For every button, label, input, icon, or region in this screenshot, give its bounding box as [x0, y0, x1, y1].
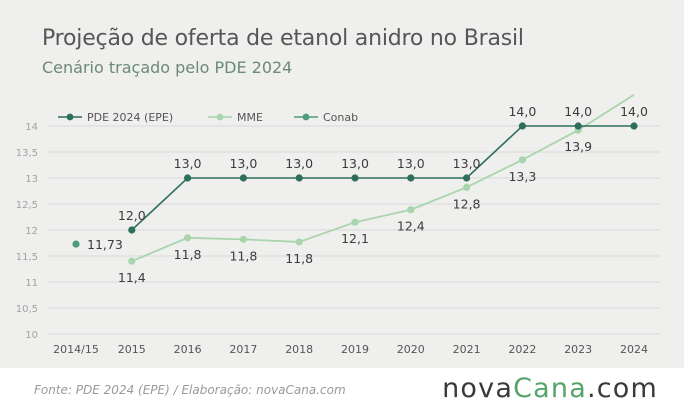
x-tick-label: 2017 [229, 343, 257, 356]
y-tick-label: 13,5 [16, 148, 38, 159]
data-label-mme: 11,8 [285, 251, 313, 266]
y-tick-label: 11,5 [16, 252, 38, 263]
data-label-pde: 14,0 [620, 104, 648, 119]
data-point-pde [574, 122, 582, 130]
data-label-conab: 11,73 [87, 237, 123, 252]
data-label-pde: 14,0 [564, 104, 592, 119]
x-tick-label: 2021 [453, 343, 481, 356]
legend-swatch-marker [302, 113, 310, 121]
data-label-mme: 13,9 [564, 139, 592, 154]
brand-part-nova: nova [442, 373, 514, 404]
data-label-pde: 13,0 [341, 156, 369, 171]
data-label-pde: 14,0 [508, 104, 536, 119]
data-point-mme [351, 218, 359, 226]
y-tick-label: 13 [25, 174, 38, 185]
data-label-pde: 13,0 [229, 156, 257, 171]
data-label-pde: 13,0 [174, 156, 202, 171]
x-tick-label: 2019 [341, 343, 369, 356]
data-point-pde [351, 174, 359, 182]
data-label-pde: 13,0 [453, 156, 481, 171]
brand-part-com: .com [586, 373, 658, 404]
legend-swatch-marker [66, 113, 74, 121]
source-note: Fonte: PDE 2024 (EPE) / Elaboração: nova… [34, 383, 346, 397]
data-label-mme: 11,4 [118, 270, 146, 285]
data-point-pde [239, 174, 247, 182]
y-tick-label: 11 [25, 278, 38, 289]
x-tick-label: 2018 [285, 343, 313, 356]
data-label-pde: 13,0 [397, 156, 425, 171]
data-point-pde [463, 174, 471, 182]
y-tick-label: 12,5 [16, 200, 38, 211]
legend-label: MME [237, 111, 263, 124]
data-label-pde: 12,0 [118, 208, 146, 223]
data-label-mme: 12,1 [341, 231, 369, 246]
data-point-mme [518, 156, 527, 164]
line-chart: 10 10,5 11 11,5 12 12,5 13 13,5 14 2014/15 2015 201… [16, 94, 660, 356]
x-tick-label: 2014/15 [53, 343, 99, 356]
data-label-mme: 11,8 [174, 247, 202, 262]
data-point-pde [184, 174, 192, 182]
data-point-pde [630, 122, 638, 130]
data-label-mme: 13,3 [508, 169, 536, 184]
data-point-mme [295, 238, 303, 246]
data-point-mme [463, 183, 471, 191]
y-tick-label: 10,5 [16, 304, 38, 315]
y-tick-label: 12 [25, 226, 38, 237]
legend-label: PDE 2024 (EPE) [87, 111, 173, 124]
series-line-pde [131, 125, 634, 231]
x-tick-label: 2022 [508, 343, 536, 356]
data-point-mme [407, 206, 415, 214]
data-point-pde [128, 226, 136, 234]
data-label-mme: 12,8 [453, 196, 481, 211]
data-point-conab [72, 240, 80, 248]
legend-swatch-marker [216, 113, 224, 121]
data-label-mme: 12,4 [397, 219, 425, 234]
brand-part-cana: Cana [513, 373, 587, 404]
data-point-mme [128, 257, 136, 265]
brand-logo: novaCana.com [442, 373, 658, 404]
y-tick-label: 10 [25, 330, 38, 341]
legend-label: Conab [323, 111, 358, 124]
data-point-pde [407, 174, 415, 182]
data-label-pde: 13,0 [285, 156, 313, 171]
y-tick-label: 14 [25, 122, 38, 133]
x-tick-label: 2024 [620, 343, 648, 356]
x-tick-label: 2016 [174, 343, 202, 356]
series-line-mme [131, 94, 635, 263]
x-tick-label: 2020 [397, 343, 425, 356]
data-point-mme [184, 234, 192, 242]
footer-bar: Fonte: PDE 2024 (EPE) / Elaboração: nova… [0, 368, 684, 416]
chart-title: Projeção de oferta de etanol anidro no B… [42, 26, 524, 51]
chart-subtitle: Cenário traçado pelo PDE 2024 [42, 58, 293, 77]
data-point-mme [239, 235, 247, 243]
data-point-pde [518, 122, 527, 130]
data-point-pde [295, 174, 303, 182]
x-tick-label: 2023 [564, 343, 592, 356]
data-label-mme: 11,8 [229, 248, 257, 263]
x-tick-label: 2015 [118, 343, 146, 356]
